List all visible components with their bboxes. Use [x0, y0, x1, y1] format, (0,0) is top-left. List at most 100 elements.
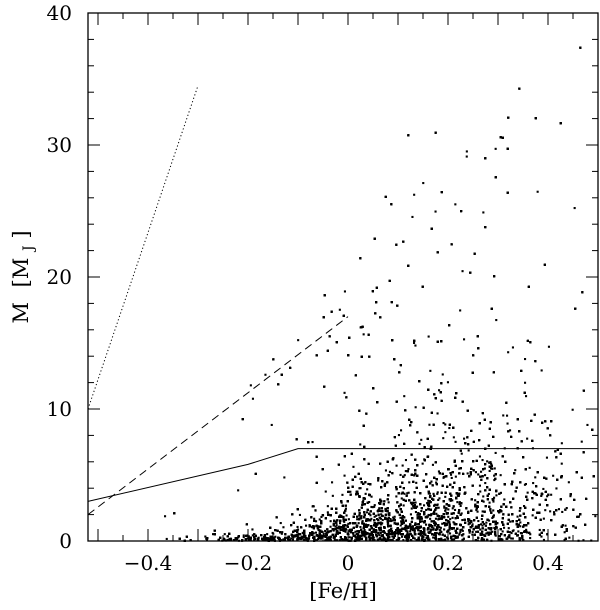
data-point [519, 525, 522, 528]
data-point [369, 514, 372, 517]
data-point [280, 532, 283, 535]
data-point [408, 481, 411, 484]
data-point [509, 520, 512, 523]
data-point [354, 530, 357, 533]
data-point [249, 384, 252, 387]
data-point [393, 515, 396, 518]
data-point [363, 529, 366, 532]
data-point [528, 466, 531, 469]
data-point [326, 511, 329, 514]
data-point [342, 515, 345, 518]
data-point [361, 522, 364, 525]
data-point [441, 522, 444, 525]
data-point [547, 345, 550, 348]
data-point [400, 497, 403, 500]
data-point [569, 495, 572, 498]
data-point [460, 512, 463, 515]
data-point [546, 495, 549, 498]
data-point [311, 526, 314, 529]
data-point [479, 528, 482, 531]
data-point [344, 507, 347, 510]
data-point [379, 531, 382, 534]
data-point [481, 524, 484, 527]
data-point [444, 495, 447, 498]
data-point [456, 501, 459, 504]
data-point [381, 519, 384, 522]
data-point [324, 539, 327, 542]
data-point [271, 531, 274, 534]
data-point [516, 515, 519, 518]
data-point [342, 518, 345, 521]
data-point [427, 335, 430, 338]
data-point [458, 467, 461, 470]
data-point [488, 469, 491, 472]
data-point [380, 513, 383, 516]
data-point [466, 472, 469, 475]
data-point [488, 519, 491, 522]
data-point [471, 523, 474, 526]
data-point [399, 516, 402, 519]
data-point [360, 515, 363, 518]
data-point [427, 536, 430, 539]
data-point [453, 538, 456, 541]
data-point [481, 510, 484, 513]
data-point [347, 518, 350, 521]
data-point [416, 513, 419, 516]
data-point [373, 539, 376, 542]
data-point [320, 515, 323, 518]
data-point [403, 492, 406, 495]
data-point [434, 517, 437, 520]
data-point [479, 490, 482, 493]
data-point [436, 492, 439, 495]
data-point [510, 532, 513, 535]
data-point [428, 423, 431, 426]
data-point [434, 210, 437, 213]
data-point [373, 505, 376, 508]
data-point [343, 391, 346, 394]
data-point [237, 536, 240, 539]
data-point [396, 530, 399, 533]
data-point [489, 509, 492, 512]
data-point [349, 490, 352, 493]
data-point [327, 539, 330, 542]
data-point [438, 497, 441, 500]
data-point [475, 509, 478, 512]
data-point [377, 479, 380, 482]
data-point [416, 505, 419, 508]
data-point [401, 464, 404, 467]
data-point [511, 537, 514, 540]
data-point [454, 475, 457, 478]
data-point [290, 537, 293, 540]
data-point [436, 504, 439, 507]
data-point [493, 479, 496, 482]
data-point [247, 535, 250, 538]
data-point [426, 538, 429, 541]
data-point [359, 443, 362, 446]
data-point [438, 515, 441, 518]
data-point [418, 538, 421, 541]
data-point [251, 528, 254, 531]
data-point [481, 459, 484, 462]
data-point [384, 469, 387, 472]
data-point [458, 501, 461, 504]
data-point [462, 533, 465, 536]
data-point [388, 470, 391, 473]
data-point [438, 526, 441, 529]
data-point [529, 533, 532, 536]
data-point [314, 509, 317, 512]
data-point [465, 150, 468, 153]
data-point [413, 193, 416, 196]
data-point [456, 515, 459, 518]
data-point [383, 538, 386, 541]
data-point [342, 519, 345, 522]
data-point [345, 514, 348, 517]
data-point [459, 529, 462, 532]
data-point [586, 423, 589, 426]
data-point [375, 531, 378, 534]
data-point [362, 333, 365, 336]
data-point [460, 452, 463, 455]
data-point [405, 536, 408, 539]
data-point [438, 389, 441, 392]
data-point [531, 514, 534, 517]
data-point [369, 537, 372, 540]
